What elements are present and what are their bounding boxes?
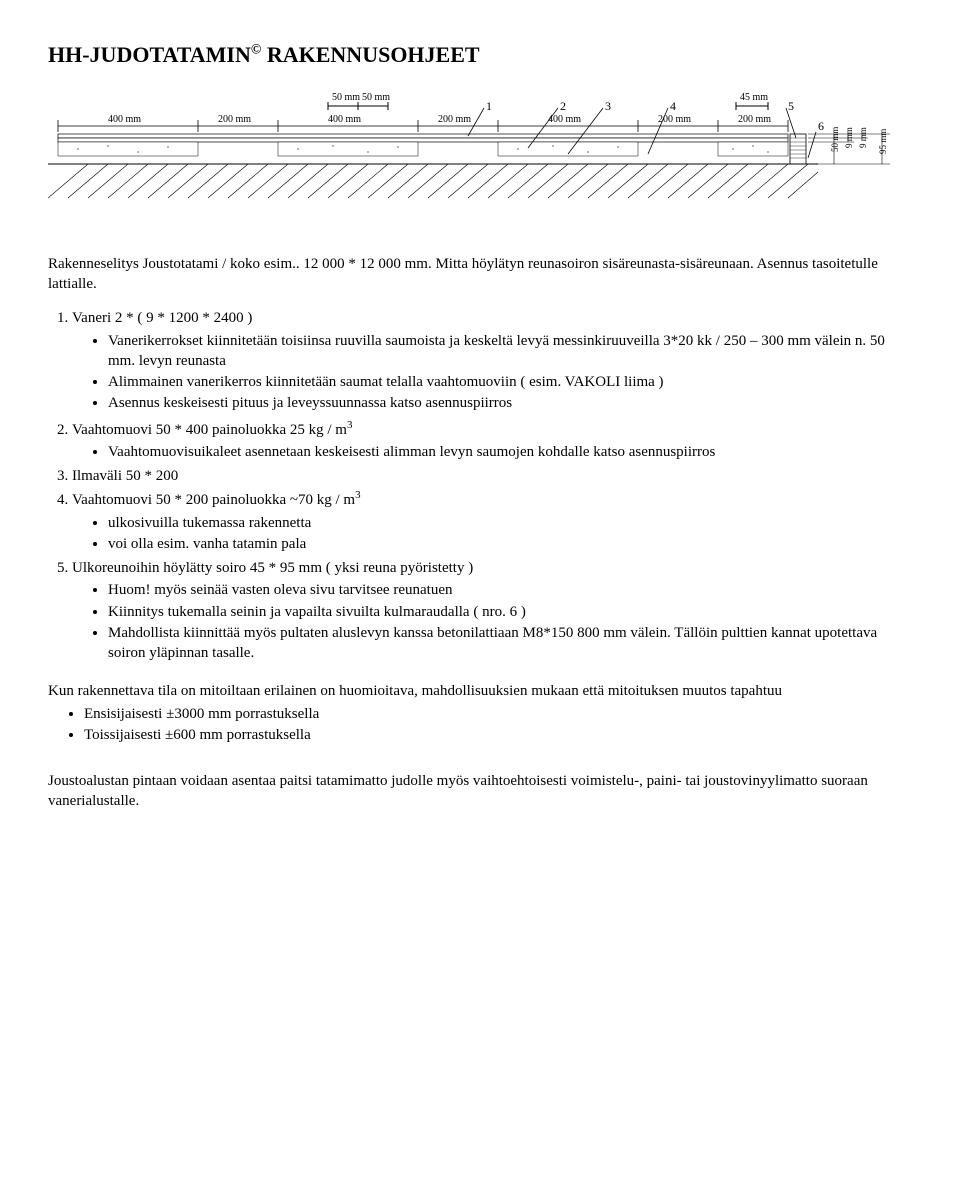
page-title: HH-JUDOTATAMIN© RAKENNUSOHJEET xyxy=(48,40,912,70)
dim-top-3: 45 mm xyxy=(740,92,768,103)
item-2-lead: Vaahtomuovi 50 * 400 painoluokka 25 kg /… xyxy=(72,422,347,438)
dim-span-7: 200 mm xyxy=(738,114,771,125)
callout-6: 6 xyxy=(818,119,824,133)
title-rest: RAKENNUSOHJEET xyxy=(261,42,479,67)
dim-right-4: 95 mm xyxy=(878,128,888,153)
instruction-list: Vaneri 2 * ( 9 * 1200 * 2400 ) Vaneriker… xyxy=(48,308,912,663)
item-1-b2: Alimmainen vanerikerros kiinnitetään sau… xyxy=(108,372,912,392)
item-5-b1: Huom! myös seinää vasten oleva sivu tarv… xyxy=(108,580,912,600)
item-4: Vaahtomuovi 50 * 200 painoluokka ~70 kg … xyxy=(72,488,912,554)
para-mitoitus-lead: Kun rakennettava tila on mitoiltaan eril… xyxy=(48,681,912,701)
para-mitoitus-bullets: Ensisijaisesti ±3000 mm porrastuksella T… xyxy=(48,704,912,746)
dim-span-3: 400 mm xyxy=(328,114,361,125)
callout-4: 4 xyxy=(670,99,676,113)
item-1-b3: Asennus keskeisesti pituus ja leveyssuun… xyxy=(108,393,912,413)
item-1-lead: Vaneri 2 * ( 9 * 1200 * 2400 ) xyxy=(72,310,252,326)
item-1-b1: Vanerikerrokset kiinnitetään toisiinsa r… xyxy=(108,331,912,372)
dim-top-2: 50 mm xyxy=(362,92,390,103)
item-2: Vaahtomuovi 50 * 400 painoluokka 25 kg /… xyxy=(72,418,912,463)
item-5-lead: Ulkoreunoihin höylätty soiro 45 * 95 mm … xyxy=(72,560,473,576)
item-5-b3: Mahdollista kiinnittää myös pultaten alu… xyxy=(108,623,912,664)
dim-right-1: 50 mm xyxy=(830,126,840,151)
item-3: Ilmaväli 50 * 200 xyxy=(72,466,912,486)
dim-span-5: 400 mm xyxy=(548,114,581,125)
dim-span-2: 200 mm xyxy=(218,114,251,125)
item-2-sup: 3 xyxy=(347,419,353,431)
dim-right-2: 9 mm xyxy=(844,127,854,148)
title-main: HH-JUDOTATAMIN xyxy=(48,42,251,67)
item-3-lead: Ilmaväli 50 * 200 xyxy=(72,468,178,484)
item-4-b1: ulkosivuilla tukemassa rakennetta xyxy=(108,513,912,533)
item-4-lead: Vaahtomuovi 50 * 200 painoluokka ~70 kg … xyxy=(72,492,355,508)
callout-5: 5 xyxy=(788,99,794,113)
cross-section-diagram: 50 mm 50 mm 45 mm 400 mm 200 mm 400 mm 2… xyxy=(48,88,908,218)
title-sup: © xyxy=(251,43,261,58)
dim-top-1: 50 mm xyxy=(332,92,360,103)
item-5: Ulkoreunoihin höylätty soiro 45 * 95 mm … xyxy=(72,558,912,663)
item-4-b2: voi olla esim. vanha tatamin pala xyxy=(108,534,912,554)
dim-right-3: 9 mm xyxy=(858,127,868,148)
callout-1: 1 xyxy=(486,99,492,113)
dim-span-4: 200 mm xyxy=(438,114,471,125)
item-2-b1: Vaahtomuovisuikaleet asennetaan keskeise… xyxy=(108,442,912,462)
para2-b1: Ensisijaisesti ±3000 mm porrastuksella xyxy=(84,704,912,724)
para2-b2: Toissijaisesti ±600 mm porrastuksella xyxy=(84,725,912,745)
item-1: Vaneri 2 * ( 9 * 1200 * 2400 ) Vaneriker… xyxy=(72,308,912,413)
callout-3: 3 xyxy=(605,99,611,113)
closing-paragraph: Joustoalustan pintaan voidaan asentaa pa… xyxy=(48,771,912,812)
intro-paragraph: Rakenneselitys Joustotatami / koko esim.… xyxy=(48,254,912,295)
dim-span-1: 400 mm xyxy=(108,114,141,125)
item-5-b2: Kiinnitys tukemalla seinin ja vapailta s… xyxy=(108,602,912,622)
item-4-sup: 3 xyxy=(355,489,361,501)
callout-2: 2 xyxy=(560,99,566,113)
